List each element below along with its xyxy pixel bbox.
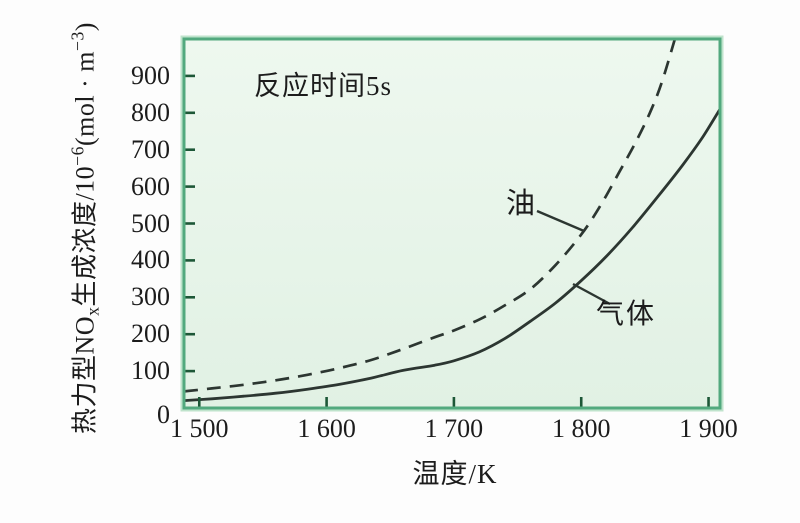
oil-curve-dashed [184,39,677,393]
y-tick-label-900: 900 [131,60,170,90]
y-axis-title-superscript: −6 [67,146,88,166]
y-tick-label-0: 0 [157,400,170,429]
y-axis-title-part: 生成浓度/10 [70,165,100,307]
x-tick-label-1500: 1 500 [170,414,229,443]
y-axis-title-part: (mol · m [70,51,100,147]
plot-background [184,39,720,408]
y-tick-label-200: 200 [131,319,170,349]
y-tick-label-800: 800 [131,97,170,127]
y-tick-label-300: 300 [131,282,170,312]
data-curves [184,39,720,402]
y-axis-title-superscript: −3 [67,31,88,52]
x-tick-label-1600: 1 600 [297,414,356,443]
axis-tick-marks [185,74,710,407]
oil-label-leader-line [536,209,585,233]
y-axis-title-part: ) [70,22,100,32]
series-label-gas: 气体 [596,299,657,330]
gas-label-leader-line [572,282,611,306]
y-tick-label-400: 400 [131,245,170,275]
y-tick-label-500: 500 [131,208,170,238]
y-tick-label-700: 700 [131,134,170,164]
x-tick-label-1700: 1 700 [424,414,484,443]
y-axis-title-part: 热力型NO [70,315,100,434]
series-label-oil: 油 [506,188,538,220]
annotation-reaction-time: 反应时间5s [254,71,393,101]
gas-curve-solid [184,108,720,402]
plot-frame [182,37,722,410]
plot-frame-halo [180,35,724,412]
y-axis-title: 热力型NOx生成浓度/10−6(mol · m−3) [64,22,103,434]
y-tick-label-100: 100 [131,356,170,386]
x-axis-title: 温度/K [412,459,498,489]
x-tick-label-1800: 1 800 [551,414,611,443]
y-tick-label-600: 600 [131,171,170,201]
x-tick-label-1900: 1 900 [679,414,738,443]
